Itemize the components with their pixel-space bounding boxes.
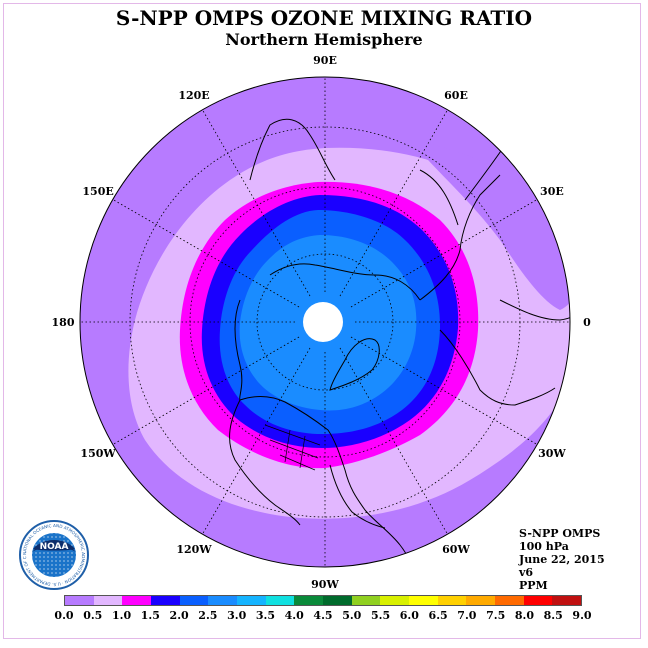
colorbar-tick-label: 8.0: [514, 609, 535, 622]
longitude-label-120e: 120E: [178, 89, 209, 102]
colorbar-tick-label: 0.5: [83, 609, 103, 622]
info-units: PPM: [519, 579, 548, 592]
longitude-label-90e: 90E: [313, 54, 337, 67]
longitude-label-60w: 60W: [442, 543, 470, 556]
map-boundary: [79, 76, 571, 568]
noaa-logo-wing-band: [33, 540, 75, 551]
colorbar-segment: [380, 596, 410, 605]
coastline-alaska: [234, 299, 243, 401]
longitude-label-30w: 30W: [538, 447, 566, 460]
colorbar-segment: [208, 596, 238, 605]
longitude-label-180: 180: [52, 316, 75, 329]
coastline-eurasia: [419, 174, 556, 406]
coastline-africa: [499, 299, 570, 321]
colorbar-tick-label: 1.5: [140, 609, 160, 622]
coastline-north-america: [239, 396, 416, 567]
colorbar-tick-label: 6.0: [399, 609, 419, 622]
coastline-asia-east: [249, 118, 336, 181]
colorbar-tick-label: 5.5: [370, 609, 391, 622]
colorbar-segment: [323, 596, 352, 605]
colorbar-tick-label: 7.5: [486, 609, 506, 622]
colorbar-segment: [65, 596, 94, 605]
colorbar-segment: [409, 596, 438, 605]
chart-subtitle: Northern Hemisphere: [225, 30, 423, 49]
colorbar-segment: [265, 596, 295, 605]
info-version: v6: [519, 566, 534, 579]
longitude-label-60e: 60E: [444, 89, 468, 102]
colorbar-segment: [495, 596, 524, 605]
longitude-label-150e: 150E: [82, 185, 113, 198]
colorbar-tick-label: 9.0: [572, 609, 592, 622]
info-instrument: S-NPP OMPS: [519, 527, 601, 540]
colorbar-tick-labels: 0.0 0.5 1.0 1.5 2.0 2.5 3.0 3.5 4.0 4.5 5.0 5.5 6.0 6…: [54, 609, 591, 623]
latitude-circle-70: [256, 253, 394, 391]
coastline-greenland: [329, 338, 380, 391]
colorbar-segment: [93, 596, 123, 605]
colorbar-tick-label: 1.0: [111, 609, 132, 622]
colorbar-segment: [179, 596, 209, 605]
colorbar-tick-label: 4.0: [284, 609, 304, 622]
coastline-central-america: [329, 464, 386, 529]
colorbar-tick-label: 2.5: [198, 609, 218, 622]
coastline-north-america-pacific: [229, 399, 301, 526]
colorbar-tick-label: 3.5: [255, 609, 276, 622]
longitude-labels: 90E 60E 30E 0 30W 60W 90W 120W 150W 180 150E 120E: [52, 54, 592, 591]
longitude-label-0: 0: [583, 316, 591, 329]
longitude-label-30e: 30E: [540, 185, 564, 198]
longitude-label-120w: 120W: [176, 543, 212, 556]
colorbar-segment: [466, 596, 496, 605]
colorbar-tick-label: 0.0: [54, 609, 74, 622]
us-state-borders: [264, 424, 321, 471]
product-info: S-NPP OMPS 100 hPa June 22, 2015 v6 PPM: [519, 527, 605, 592]
colorbar-segment: [151, 596, 180, 605]
colorbar-tick-label: 7.0: [457, 609, 477, 622]
noaa-logo-wordmark: NOAA: [40, 542, 69, 552]
coastline-siberia: [269, 263, 421, 301]
colorbar: [64, 595, 582, 606]
colorbar-segment: [437, 596, 467, 605]
info-date: June 22, 2015: [519, 553, 605, 566]
colorbar-tick-label: 2.0: [169, 609, 189, 622]
chart-title: S-NPP OMPS OZONE MIXING RATIO: [115, 6, 533, 30]
colorbar-segment: [294, 596, 324, 605]
noaa-logo: NOAA NATIONAL OCEANIC AND ATMOSPHERIC AD…: [18, 519, 89, 590]
info-level: 100 hPa: [519, 540, 569, 553]
colorbar-segment: [523, 596, 553, 605]
colorbar-tick-label: 4.5: [313, 609, 333, 622]
ozone-outer-lobe-northeast: [410, 140, 570, 310]
noaa-logo-sea-dots: [32, 533, 76, 577]
coastlines: [229, 118, 570, 567]
colorbar-tick-label: 3.0: [227, 609, 247, 622]
figure-frame: [3, 3, 641, 639]
longitude-label-150w: 150W: [80, 447, 116, 460]
pole-hole: [303, 302, 343, 342]
colorbar-tick-label: 6.5: [428, 609, 448, 622]
colorbar-tick-label: 8.5: [543, 609, 563, 622]
colorbar-segment: [351, 596, 381, 605]
colorbar-segment: [122, 596, 152, 605]
colorbar-segment: [552, 596, 582, 605]
colorbar-segment: [237, 596, 266, 605]
colorbar-tick-label: 5.0: [342, 609, 362, 622]
longitude-label-90w: 90W: [311, 578, 339, 591]
